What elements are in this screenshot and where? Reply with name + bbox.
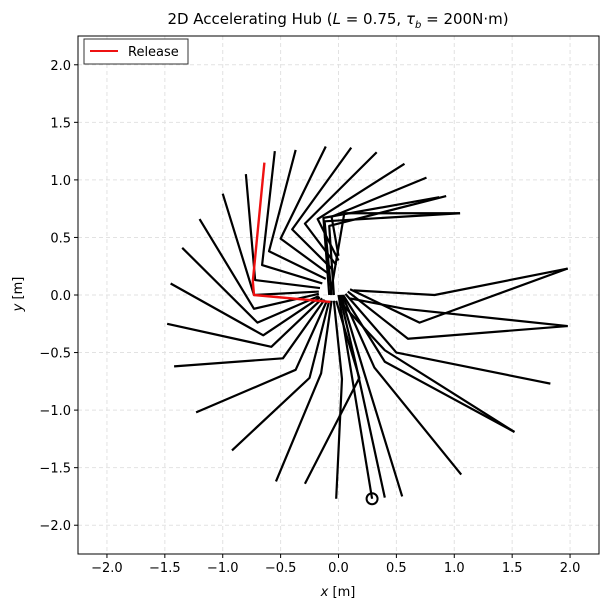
y-tick-label-4: 0.0 — [50, 289, 71, 304]
legend: Release — [83, 38, 189, 65]
x-tick-label-5: 0.5 — [386, 561, 407, 576]
arm-snapshot-12 — [332, 300, 344, 499]
chart-title: 2D Accelerating Hub (L = 0.75, τb = 200N… — [167, 10, 508, 31]
y-tick-label-8: 2.0 — [50, 59, 71, 74]
arm-snapshot-10 — [349, 297, 568, 328]
arm-snapshot-30 — [328, 194, 447, 296]
arm-snapshot-3 — [340, 294, 463, 476]
x-tick-label-4: 0.0 — [328, 561, 349, 576]
arm-snapshot-16 — [174, 298, 326, 368]
x-tick-label-1: −1.5 — [149, 561, 181, 576]
y-tick-label-3: −0.5 — [39, 347, 71, 362]
arm-snapshot-15 — [195, 300, 328, 414]
arm-snapshot-23 — [260, 150, 323, 285]
arm-snapshot-19 — [181, 247, 320, 324]
arm-snapshot-18 — [170, 282, 321, 337]
arm-snapshot-13 — [274, 300, 333, 482]
tip-marker — [365, 492, 379, 506]
arm-snapshot-14 — [231, 300, 331, 452]
arm-snapshot-31 — [323, 212, 461, 296]
release-arm-line — [251, 162, 331, 304]
release-arm — [251, 162, 379, 506]
y-tick-label-6: 1.0 — [50, 174, 71, 189]
arm-snapshot-6 — [347, 290, 568, 340]
arm-snapshot-9 — [353, 267, 568, 297]
arm-snapshot-7 — [349, 267, 569, 324]
arm-snapshot-4 — [342, 294, 516, 433]
x-axis: −2.0 −1.5 −1.0 −0.5 0.0 0.5 1.0 1.5 2.0 — [91, 554, 580, 576]
grid — [78, 36, 599, 554]
arm-snapshot-11 — [303, 300, 361, 485]
arm-snapshot-22 — [244, 174, 321, 290]
x-tick-label-7: 1.5 — [502, 561, 523, 576]
arm-snapshot-24 — [267, 149, 327, 280]
arm-trajectory — [166, 146, 569, 499]
y-tick-label-2: −1.0 — [39, 404, 71, 419]
arm-snapshot-26 — [291, 147, 353, 271]
y-axis-label: y [m] — [11, 277, 26, 313]
y-tick-label-1: −1.5 — [39, 462, 71, 477]
arm-snapshot-8 — [343, 305, 516, 433]
legend-label-release: Release — [128, 45, 179, 60]
arm-snapshot-32 — [329, 212, 461, 296]
arm-snapshot-5 — [344, 293, 551, 385]
y-tick-label-7: 1.5 — [50, 116, 71, 131]
x-tick-label-6: 1.0 — [444, 561, 465, 576]
x-tick-label-3: −0.5 — [265, 561, 297, 576]
x-axis-label: x [m] — [320, 585, 356, 600]
x-tick-label-8: 2.0 — [560, 561, 581, 576]
y-axis: −2.0 −1.5 −1.0 −0.5 0.0 0.5 1.0 1.5 2.0 — [39, 59, 78, 534]
y-tick-label-5: 0.5 — [50, 231, 71, 246]
arm-snapshot-33 — [322, 196, 440, 296]
x-tick-label-0: −2.0 — [91, 561, 123, 576]
arm-snapshot-17 — [166, 297, 324, 348]
x-tick-label-2: −1.0 — [207, 561, 239, 576]
arm-snapshot-25 — [279, 146, 330, 276]
y-tick-label-0: −2.0 — [39, 519, 71, 534]
arm-snapshot-2 — [339, 294, 404, 497]
